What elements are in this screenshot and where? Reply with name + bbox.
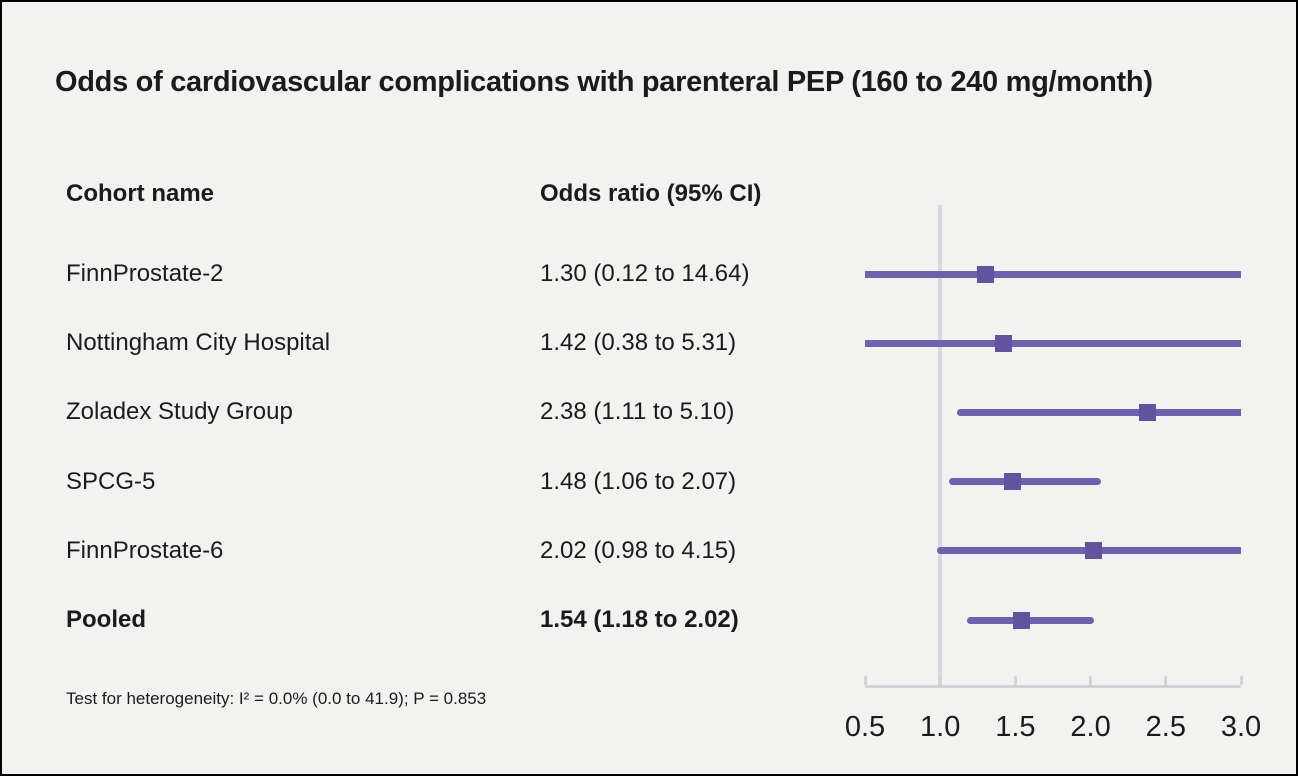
cohort-name: Pooled: [66, 606, 147, 633]
odds-ratio-value: 1.48 (1.06 to 2.07): [540, 467, 737, 495]
axis-tick: [1089, 676, 1093, 685]
cohort-name: FinnProstate-2: [66, 260, 224, 287]
point-estimate-marker: [1139, 403, 1157, 421]
reference-line: [938, 205, 943, 687]
ci-line: [865, 339, 1241, 347]
axis-tick: [1164, 676, 1168, 685]
axis-tick-label: 0.5: [844, 711, 886, 743]
column-header-odds-ratio: Odds ratio (95% CI): [540, 180, 762, 207]
cohort-name: FinnProstate-6: [66, 536, 224, 564]
axis-tick-label: 1.5: [995, 711, 1036, 743]
ci-line: [865, 270, 1241, 278]
axis-tick-label: 1.0: [920, 711, 961, 743]
odds-ratio-value: 1.42 (0.38 to 5.31): [540, 329, 737, 357]
odds-ratio-value: 2.02 (0.98 to 4.15): [540, 536, 737, 564]
odds-ratio-value: 1.30 (0.12 to 14.64): [540, 260, 750, 287]
axis-tick: [938, 676, 942, 685]
ci-line: [967, 616, 1094, 624]
cohort-name: SPCG-5: [66, 467, 156, 495]
axis-tick: [1013, 676, 1017, 685]
point-estimate-marker: [1003, 473, 1021, 491]
axis-tick: [1239, 676, 1243, 685]
odds-ratio-value: 1.54 (1.18 to 2.02): [540, 606, 739, 633]
axis-tick-label: 2.0: [1070, 711, 1111, 743]
ci-line: [949, 478, 1102, 486]
point-estimate-marker: [1085, 542, 1103, 560]
axis-tick-label: 2.5: [1145, 711, 1186, 743]
point-estimate-marker: [1012, 611, 1030, 629]
column-header-cohort: Cohort name: [66, 180, 215, 207]
ci-line: [956, 408, 1241, 416]
axis-tick-label: 3.0: [1220, 711, 1262, 743]
cohort-name: Zoladex Study Group: [66, 398, 293, 426]
axis-tick: [863, 676, 867, 685]
heterogeneity-note: Test for heterogeneity: I² = 0.0% (0.0 t…: [66, 689, 487, 708]
point-estimate-marker: [994, 334, 1012, 352]
cohort-name: Nottingham City Hospital: [66, 329, 331, 357]
x-axis: [865, 685, 1241, 688]
chart-title: Odds of cardiovascular complications wit…: [55, 66, 1153, 98]
odds-ratio-value: 2.38 (1.11 to 5.10): [540, 398, 735, 426]
point-estimate-marker: [976, 265, 994, 283]
